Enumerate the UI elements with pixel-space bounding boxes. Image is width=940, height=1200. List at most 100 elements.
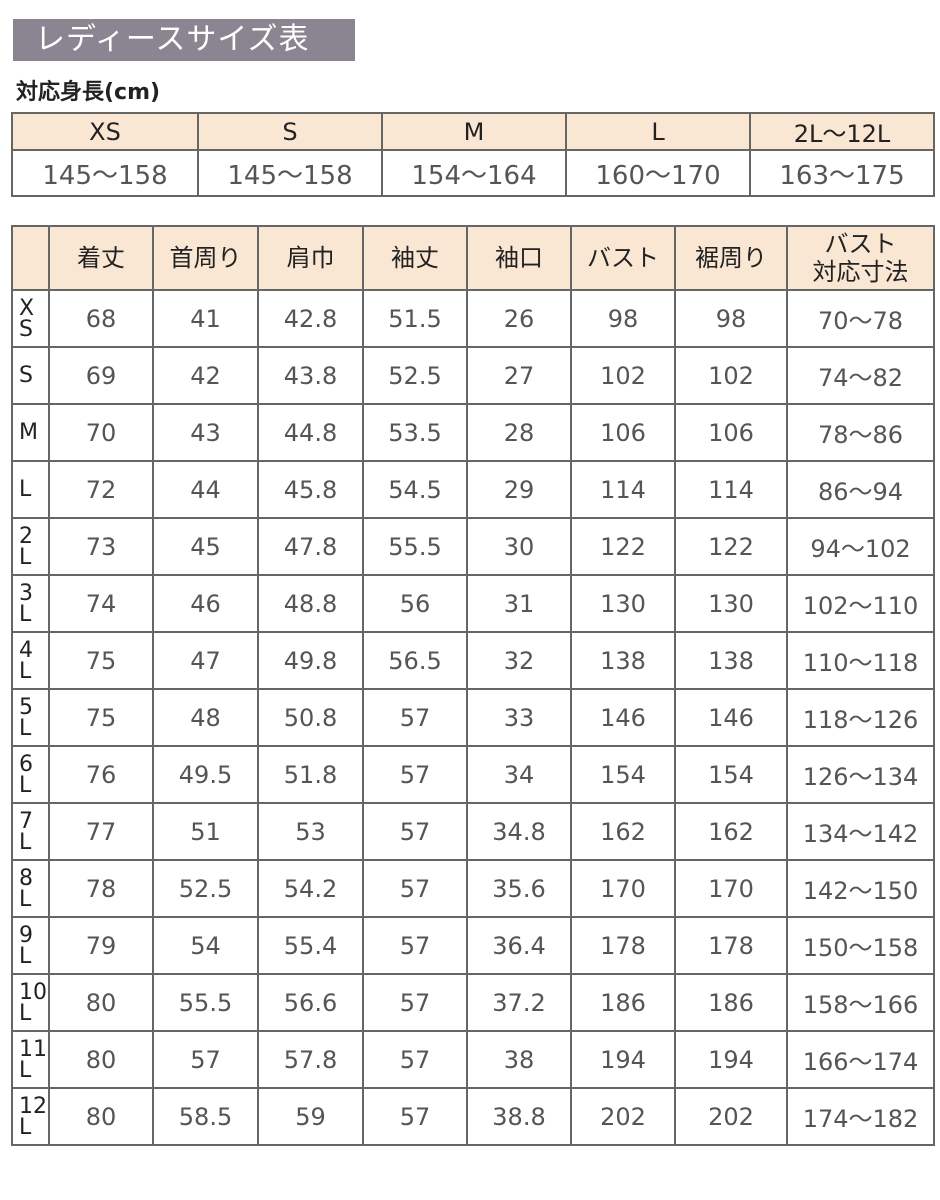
table-row: 5 L 75 48 50.8 57 33 146 146 118〜126 (11, 688, 935, 747)
table-cell: 43 (152, 403, 259, 462)
table-cell: 98 (570, 289, 676, 348)
table-row: 10 L 80 55.5 56.6 57 37.2 186 186 158〜166 (11, 973, 935, 1032)
table-cell: 102 (570, 346, 676, 405)
table-cell: 53.5 (362, 403, 468, 462)
table-cell: 32 (466, 631, 572, 690)
table-cell: 138 (674, 631, 788, 690)
table-cell: 75 (48, 688, 154, 747)
table-cell: 41 (152, 289, 259, 348)
table-cell: 186 (570, 973, 676, 1032)
table-cell: 56.6 (257, 973, 364, 1032)
row-size-label: S (11, 346, 50, 405)
table-cell: 130 (674, 574, 788, 633)
table-cell: 158〜166 (786, 973, 935, 1032)
table-cell: 134〜142 (786, 802, 935, 861)
table-cell: 29 (466, 460, 572, 519)
table-cell: 166〜174 (786, 1030, 935, 1089)
row-size-label: 7 L (11, 802, 50, 861)
size-header: M (381, 112, 567, 151)
table-cell: 57 (362, 802, 468, 861)
table-cell: 77 (48, 802, 154, 861)
table-cell: 154 (570, 745, 676, 804)
table-cell: 110〜118 (786, 631, 935, 690)
table-row: 11 L 80 57 57.8 57 38 194 194 166〜174 (11, 1030, 935, 1089)
table-cell: 79 (48, 916, 154, 975)
table-cell: 118〜126 (786, 688, 935, 747)
table-cell: 57 (152, 1030, 259, 1089)
row-size-label: X S (11, 289, 50, 348)
column-header: 袖丈 (362, 225, 468, 291)
table-cell: 68 (48, 289, 154, 348)
table-cell: 202 (570, 1087, 676, 1146)
table-cell: 56 (362, 574, 468, 633)
row-size-label: 12 L (11, 1087, 50, 1146)
table-cell: 74〜82 (786, 346, 935, 405)
table-cell: 52.5 (362, 346, 468, 405)
row-size-label: 10 L (11, 973, 50, 1032)
table-cell: 146 (674, 688, 788, 747)
table-cell: 186 (674, 973, 788, 1032)
table-cell: 78 (48, 859, 154, 918)
size-table-header-row: 着丈 首周り 肩巾 袖丈 袖口 バスト 裾周り バスト 対応寸法 (11, 225, 935, 291)
table-cell: 70〜78 (786, 289, 935, 348)
table-cell: 36.4 (466, 916, 572, 975)
table-cell: 94〜102 (786, 517, 935, 576)
table-row: 7 L 77 51 53 57 34.8 162 162 134〜142 (11, 802, 935, 861)
table-cell: 38 (466, 1030, 572, 1089)
table-cell: 57.8 (257, 1030, 364, 1089)
table-cell: 44 (152, 460, 259, 519)
size-header: L (565, 112, 751, 151)
table-cell: 51.8 (257, 745, 364, 804)
table-cell: 35.6 (466, 859, 572, 918)
column-header: 着丈 (48, 225, 154, 291)
row-size-label: 4 L (11, 631, 50, 690)
row-size-label: 8 L (11, 859, 50, 918)
row-size-label: 3 L (11, 574, 50, 633)
table-cell: 50.8 (257, 688, 364, 747)
table-cell: 75 (48, 631, 154, 690)
table-cell: 57 (362, 973, 468, 1032)
table-cell: 42.8 (257, 289, 364, 348)
table-cell: 57 (362, 859, 468, 918)
size-header: 2L〜12L (749, 112, 935, 151)
table-cell: 28 (466, 403, 572, 462)
table-cell: 122 (570, 517, 676, 576)
table-cell: 30 (466, 517, 572, 576)
table-cell: 55.4 (257, 916, 364, 975)
row-size-label: 6 L (11, 745, 50, 804)
column-header: 首周り (152, 225, 259, 291)
page-title: レディースサイズ表 (13, 19, 355, 61)
table-cell: 98 (674, 289, 788, 348)
table-cell: 27 (466, 346, 572, 405)
table-cell: 154 (674, 745, 788, 804)
table-row: X S 68 41 42.8 51.5 26 98 98 70〜78 (11, 289, 935, 348)
table-cell: 126〜134 (786, 745, 935, 804)
row-size-label: 9 L (11, 916, 50, 975)
table-cell: 44.8 (257, 403, 364, 462)
row-size-label: 11 L (11, 1030, 50, 1089)
table-cell: 42 (152, 346, 259, 405)
table-row: 9 L 79 54 55.4 57 36.4 178 178 150〜158 (11, 916, 935, 975)
table-cell: 178 (570, 916, 676, 975)
height-range: 154〜164 (381, 149, 567, 197)
table-cell: 56.5 (362, 631, 468, 690)
table-cell: 142〜150 (786, 859, 935, 918)
table-cell: 86〜94 (786, 460, 935, 519)
table-cell: 162 (570, 802, 676, 861)
table-cell: 138 (570, 631, 676, 690)
table-cell: 78〜86 (786, 403, 935, 462)
table-row: S 69 42 43.8 52.5 27 102 102 74〜82 (11, 346, 935, 405)
table-cell: 174〜182 (786, 1087, 935, 1146)
table-cell: 45 (152, 517, 259, 576)
height-table-header-row: XS S M L 2L〜12L (11, 112, 935, 151)
table-cell: 49.8 (257, 631, 364, 690)
table-cell: 194 (570, 1030, 676, 1089)
table-cell: 51 (152, 802, 259, 861)
table-cell: 55.5 (152, 973, 259, 1032)
height-table-value-row: 145〜158 145〜158 154〜164 160〜170 163〜175 (11, 149, 935, 197)
table-cell: 45.8 (257, 460, 364, 519)
table-cell: 146 (570, 688, 676, 747)
table-row: 12 L 80 58.5 59 57 38.8 202 202 174〜182 (11, 1087, 935, 1146)
row-size-label: 2 L (11, 517, 50, 576)
table-cell: 106 (674, 403, 788, 462)
